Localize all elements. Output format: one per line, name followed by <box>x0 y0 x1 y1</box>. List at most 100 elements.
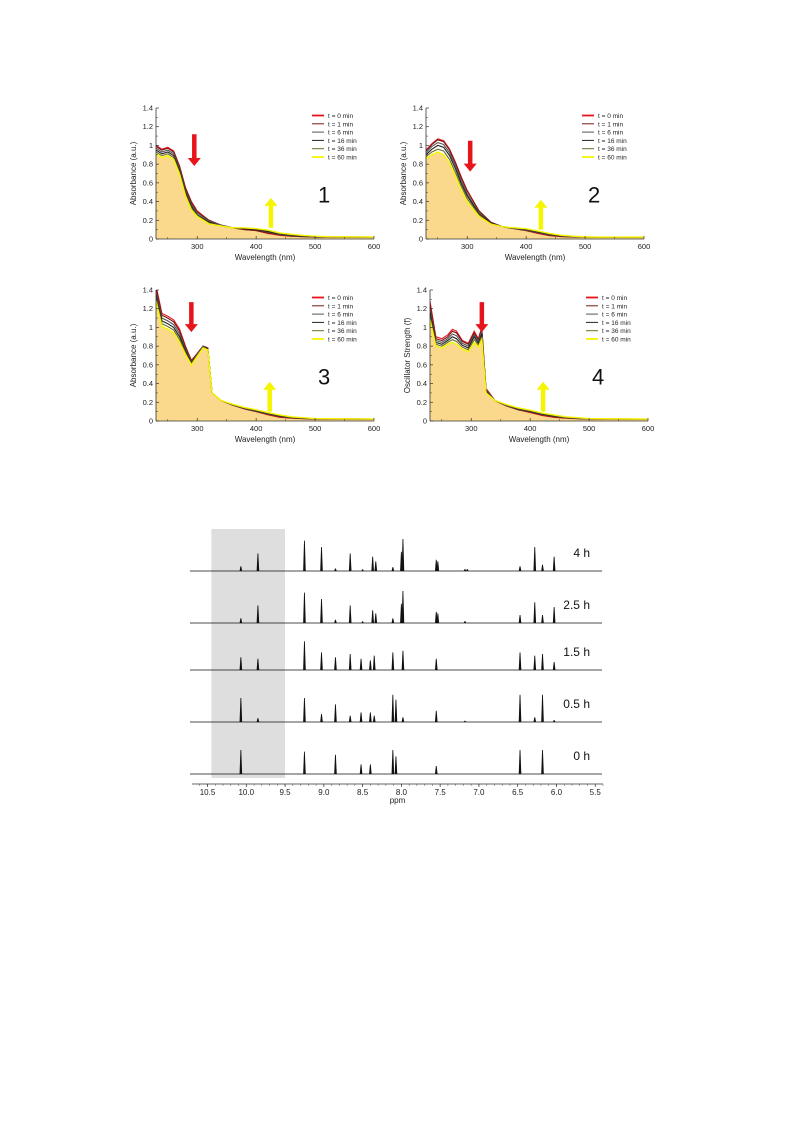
x-tick-label: 9.5 <box>279 788 291 797</box>
legend-label-2: t = 6 min <box>602 312 627 319</box>
peak-11 <box>401 591 405 623</box>
legend-label-3: t = 16 min <box>328 138 357 145</box>
spectrum-time-label: 2.5 h <box>563 598 590 612</box>
uv-vis-chart-2: 0 0.2 0.4 0.6 0.8 1 1.2 1.4 300 400 500 600 Waveleng… <box>399 104 651 263</box>
legend-label-3: t = 16 min <box>598 138 627 145</box>
peak-4 <box>334 704 337 722</box>
decrease-arrow <box>463 140 477 172</box>
peak-4 <box>334 657 337 670</box>
legend-label-0: t = 0 min <box>598 113 623 120</box>
legend-label-3: t = 16 min <box>602 320 631 327</box>
peak-0 <box>239 657 243 670</box>
peak-4 <box>369 764 372 774</box>
x-tick-label: 8.0 <box>396 788 408 797</box>
y-tick-label: 0.4 <box>413 197 423 206</box>
y-tick-label: 0.2 <box>417 398 427 407</box>
legend-label-1: t = 1 min <box>328 303 353 310</box>
peak-5 <box>348 553 352 571</box>
legend-label-5: t = 60 min <box>602 337 631 344</box>
y-tick-label: 0 <box>149 235 153 244</box>
peak-6 <box>359 712 363 722</box>
series-line-5 <box>430 319 648 420</box>
spectrum-time-label: 0.5 h <box>563 697 590 711</box>
peak-8 <box>374 561 378 571</box>
series-line-5 <box>156 301 374 420</box>
spectrum-0 <box>190 539 602 572</box>
x-tick-label: 400 <box>520 242 533 251</box>
x-tick-label: 7.0 <box>473 788 485 797</box>
peak-4 <box>334 568 337 571</box>
panel-number: 4 <box>592 364 604 389</box>
increase-arrow <box>264 197 278 228</box>
peak-0 <box>239 566 243 571</box>
peak-2 <box>303 540 306 571</box>
y-tick-label: 0.8 <box>413 160 423 169</box>
x-tick-label: 10.0 <box>238 788 254 797</box>
legend-label-2: t = 6 min <box>598 130 623 137</box>
legend-label-4: t = 36 min <box>328 146 357 153</box>
x-tick-label: 8.5 <box>357 788 369 797</box>
x-tick-label: 7.5 <box>435 788 447 797</box>
peak-8 <box>374 613 378 623</box>
peak-10 <box>394 699 398 722</box>
spectrum-time-label: 1.5 h <box>563 645 590 659</box>
x-tick-label: 600 <box>638 242 651 251</box>
peak-14 <box>518 694 522 722</box>
y-tick-label: 1.2 <box>417 304 427 313</box>
peak-14 <box>463 621 467 623</box>
x-tick-label: 500 <box>309 242 322 251</box>
highlight-region <box>211 529 286 778</box>
spectrum-4 <box>190 750 602 775</box>
increase-arrow <box>263 381 277 412</box>
peak-3 <box>320 599 323 623</box>
peak-2 <box>303 592 306 623</box>
peak-17 <box>541 615 544 623</box>
y-tick-label: 1.4 <box>143 104 153 113</box>
peak-1 <box>256 605 260 623</box>
decrease-arrow <box>187 134 201 167</box>
legend-label-1: t = 1 min <box>598 121 623 128</box>
x-tick-label: 9.0 <box>318 788 330 797</box>
x-tick-label: 6.0 <box>551 788 563 797</box>
peak-0 <box>239 698 243 722</box>
y-tick-label: 0.2 <box>143 398 153 407</box>
spectrum-2 <box>190 641 602 671</box>
peak-0 <box>239 618 243 623</box>
peak-13 <box>436 613 440 623</box>
peak-1 <box>303 751 306 774</box>
legend-label-1: t = 1 min <box>328 121 353 128</box>
series-line-5 <box>426 151 644 238</box>
uv-vis-panel-3: 0 0.2 0.4 0.6 0.8 1 1.2 1.4 300 400 500 600 Waveleng… <box>128 282 388 462</box>
peak-13 <box>533 655 537 670</box>
x-tick-label: 10.5 <box>200 788 216 797</box>
plot-area <box>430 301 648 421</box>
legend-label-5: t = 60 min <box>598 155 627 162</box>
peak-8 <box>372 715 376 722</box>
legend-label-0: t = 0 min <box>328 295 353 302</box>
peak-2 <box>334 754 337 774</box>
legend-label-0: t = 0 min <box>328 113 353 120</box>
peak-2 <box>303 698 306 722</box>
y-tick-label: 0.6 <box>413 178 423 187</box>
x-tick-label: 6.5 <box>512 788 524 797</box>
peak-7 <box>434 766 438 774</box>
peak-9 <box>391 652 395 670</box>
legend-label-5: t = 60 min <box>328 155 357 162</box>
y-tick-label: 1.2 <box>143 122 153 131</box>
peak-1 <box>256 553 260 571</box>
peak-19 <box>552 556 556 571</box>
peak-1 <box>256 658 260 670</box>
nmr-panel: 4 h 2.5 h 1.5 h 0.5 h 0 h 10.5 10.0 9.5 9.0 8.5 8.… <box>180 520 620 825</box>
y-tick-label: 0 <box>419 235 423 244</box>
peak-12 <box>434 710 438 722</box>
legend-label-4: t = 36 min <box>598 146 627 153</box>
x-tick-label: 400 <box>524 424 537 433</box>
peak-3 <box>320 714 323 722</box>
decrease-arrow <box>475 302 489 333</box>
x-tick-label: 300 <box>465 424 478 433</box>
peak-8 <box>518 750 522 774</box>
x-tick-label: 600 <box>368 424 381 433</box>
x-axis-label: Wavelength (nm) <box>235 253 296 262</box>
x-axis-label: Wavelength (nm) <box>235 435 296 444</box>
peak-17 <box>533 547 537 571</box>
